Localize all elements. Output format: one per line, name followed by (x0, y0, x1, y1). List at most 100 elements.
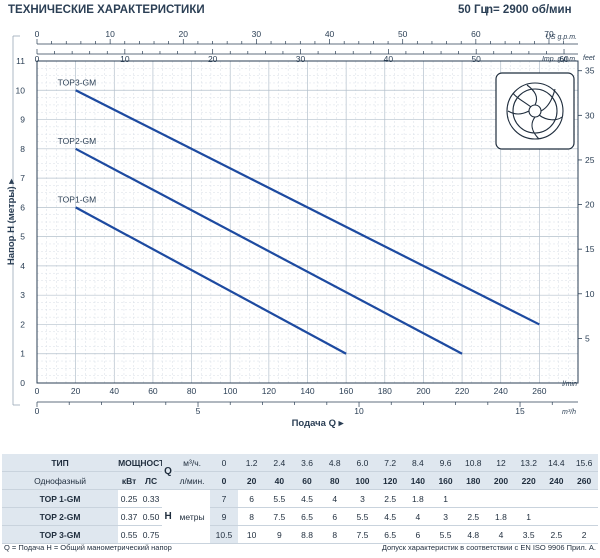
m3h-2: 2.4 (265, 454, 294, 472)
lmin-5: 100 (348, 471, 377, 490)
hp-top1: 0.33 (140, 489, 163, 508)
table-header-row: ТИП МОЩНОСТЬ Q м³/ч. 0 1.2 2.4 3.6 4.8 6… (2, 454, 598, 490)
kw-top3: 0.55 (118, 525, 141, 544)
series-label-top3-gm: TOP3-GM (58, 77, 97, 87)
m3h-4: 4.8 (320, 454, 349, 472)
series-line-top1-gm (75, 206, 347, 355)
table-row-top1: TOP 1-GM 0.25 0.33 H метры 7 6 5.5 4.5 4… (2, 489, 598, 544)
lmin-12: 240 (542, 471, 571, 490)
series-line-top3-gm (75, 89, 540, 326)
table-subheader-row: Однофазный кВт ЛС л/мин. 0 20 40 60 80 1… (2, 471, 598, 490)
m3h-tick-label: 5 (196, 406, 201, 416)
lmin-9: 180 (459, 471, 488, 490)
impeller-icon (495, 72, 575, 150)
m3h-5: 6.0 (348, 454, 377, 472)
power-header: МОЩНОСТЬ (118, 454, 163, 472)
h-top3-3: 8.8 (293, 525, 321, 544)
model-top3: TOP 3-GM (2, 525, 119, 544)
lmin-6: 120 (376, 471, 404, 490)
h-top3-7: 6 (404, 525, 432, 544)
x-tick-label: 260 (532, 386, 546, 396)
y-tick-label: 4 (20, 261, 25, 271)
m3h-8: 9.6 (431, 454, 460, 472)
us-gpm-tick-label: 10 (105, 29, 115, 39)
plot-frame (36, 60, 579, 384)
h-top2-0: 9 (210, 507, 238, 526)
h-top1-3: 4.5 (293, 489, 321, 508)
m3h-unit: м³/ч. (174, 454, 211, 472)
h-top1-12 (542, 489, 571, 508)
lmin-7: 140 (404, 471, 432, 490)
h-label: H (162, 489, 175, 544)
y-tick-label: 6 (20, 202, 25, 212)
h-top2-1: 8 (237, 507, 266, 526)
us-gpm-tick-label: 40 (325, 29, 335, 39)
feet-tick-label: 5 (585, 333, 590, 343)
us-gpm-tick-label: 0 (35, 29, 40, 39)
feet-unit: feet (583, 55, 596, 62)
type-header: ТИП (2, 454, 119, 472)
h-top1-9 (459, 489, 488, 508)
m3h-tick-label: 0 (35, 406, 40, 416)
y-tick-label: 5 (20, 232, 25, 242)
x-tick-label: 180 (378, 386, 392, 396)
imp-gpm-tick-label: 60 (559, 54, 569, 64)
x-tick-label: 140 (300, 386, 314, 396)
h-top1-5: 3 (348, 489, 377, 508)
x-tick-label: 240 (494, 386, 508, 396)
h-top3-10: 4 (487, 525, 515, 544)
lmin-4: 80 (320, 471, 349, 490)
y-tick-label: 2 (20, 319, 25, 329)
h-top1-8: 1 (431, 489, 460, 508)
m3h-12: 14.4 (542, 454, 571, 472)
h-top2-9: 2.5 (459, 507, 488, 526)
footer-legend: Q = Подача H = Общий манометрический нап… (4, 543, 172, 552)
x-axis-title: Подача Q ▸ (292, 418, 345, 429)
us-gpm-tick-label: 50 (398, 29, 408, 39)
imp-gpm-tick-label: 40 (384, 54, 394, 64)
x-unit-lmin: l/min (562, 381, 577, 388)
m3h-6: 7.2 (376, 454, 404, 472)
y-tick-label: 3 (20, 290, 25, 300)
m3h-7: 8.4 (404, 454, 432, 472)
x-tick-label: 220 (455, 386, 469, 396)
m3h-3: 3.6 (293, 454, 321, 472)
x-tick-label: 160 (339, 386, 353, 396)
h-top3-12: 2.5 (542, 525, 571, 544)
lmin-unit: л/мин. (174, 471, 211, 490)
y-tick-label: 7 (20, 173, 25, 183)
feet-tick-label: 35 (585, 66, 595, 76)
lmin-2: 40 (265, 471, 294, 490)
lmin-8: 160 (431, 471, 460, 490)
h-top2-5: 5.5 (348, 507, 377, 526)
imp-gpm-tick-label: 20 (208, 54, 218, 64)
kw-top2: 0.37 (118, 507, 141, 526)
imp-gpm-unit: Imp. g.p.m. (542, 56, 577, 63)
feet-tick-label: 10 (585, 289, 595, 299)
h-top2-7: 4 (404, 507, 432, 526)
us-gpm-tick-label: 70 (544, 29, 554, 39)
series-label-top1-gm: TOP1-GM (58, 194, 97, 204)
h-top2-12 (542, 507, 571, 526)
h-top2-3: 6.5 (293, 507, 321, 526)
h-top1-13 (570, 489, 598, 508)
feet-tick-label: 25 (585, 155, 595, 165)
x-tick-label: 200 (416, 386, 430, 396)
us-gpm-tick-label: 20 (179, 29, 189, 39)
page-title: ТЕХНИЧЕСКИЕ ХАРАКТЕРИСТИКИ (8, 4, 205, 16)
y-tick-label: 8 (20, 144, 25, 154)
h-top3-8: 5.5 (431, 525, 460, 544)
imp-gpm-tick-label: 10 (120, 54, 130, 64)
us-gpm-unit: US g.p.m. (546, 34, 577, 41)
h-top1-0: 7 (210, 489, 238, 508)
y-tick-label: 9 (20, 115, 25, 125)
h-top2-10: 1.8 (487, 507, 515, 526)
lmin-11: 220 (514, 471, 543, 490)
series-line-top2-gm (75, 147, 463, 355)
h-top3-11: 3.5 (514, 525, 543, 544)
m3h-9: 10.8 (459, 454, 488, 472)
lmin-3: 60 (293, 471, 321, 490)
m3h-0: 0 (210, 454, 238, 472)
